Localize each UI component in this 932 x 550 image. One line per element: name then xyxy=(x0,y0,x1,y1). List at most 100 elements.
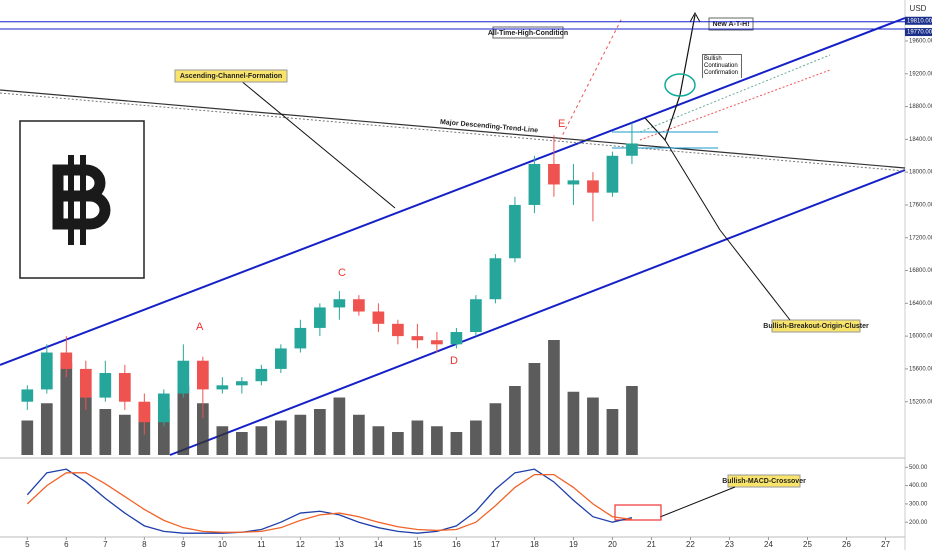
x-tick-label: 9 xyxy=(181,540,186,549)
y-tick-label: 19600.00 xyxy=(909,39,932,45)
channel-lower xyxy=(169,169,906,456)
volume-bar xyxy=(567,391,580,455)
candle-body xyxy=(489,258,502,300)
x-tick-label: 12 xyxy=(296,540,305,549)
volume-bar xyxy=(118,414,131,455)
bitcoin-logo xyxy=(68,155,74,245)
y-tick-label: 500.00 xyxy=(909,465,928,471)
volume-bar xyxy=(157,409,170,455)
volume-bar xyxy=(431,426,443,455)
volume-bar xyxy=(509,386,521,455)
annotation: Bullish Continuation Confirmation xyxy=(702,54,742,78)
volume-bar xyxy=(79,397,92,455)
candle-body xyxy=(236,381,248,386)
candle-body xyxy=(21,389,34,402)
volume-bar xyxy=(21,420,34,455)
volume-bar xyxy=(392,432,404,455)
x-tick-label: 20 xyxy=(608,540,617,549)
volume-bar xyxy=(99,409,112,455)
volume-bar xyxy=(333,397,346,455)
annotation: All-Time-High-Condition xyxy=(488,30,568,37)
candle-body xyxy=(528,163,541,205)
candle-body xyxy=(411,336,424,341)
wave-label: E xyxy=(558,118,565,130)
candle-body xyxy=(606,155,619,193)
y-tick-label: 18800.00 xyxy=(909,104,932,110)
annotation: New A-T-H! xyxy=(712,21,749,28)
y-tick-label: 16400.00 xyxy=(909,301,932,307)
candle-body xyxy=(392,323,404,337)
y-tick-label: 18000.00 xyxy=(909,170,932,176)
callout-box xyxy=(771,319,861,333)
volume-bar xyxy=(275,420,287,455)
price-badge xyxy=(905,28,932,37)
bitcoin-logo xyxy=(52,164,111,230)
volume-bar xyxy=(548,340,560,455)
y-tick-label: 200.00 xyxy=(909,520,928,526)
highlight-ellipse xyxy=(664,73,696,97)
x-tick-label: 21 xyxy=(647,540,656,549)
x-tick-label: 19 xyxy=(569,540,578,549)
volume-bar xyxy=(60,363,73,455)
x-tick-label: 15 xyxy=(413,540,422,549)
price-label: 19770.00 xyxy=(907,30,932,36)
x-tick-label: 14 xyxy=(374,540,383,549)
x-tick-label: 23 xyxy=(725,540,734,549)
y-tick-label: 18400.00 xyxy=(909,137,932,143)
wave-label: C xyxy=(338,267,346,279)
candle-body xyxy=(294,327,307,349)
x-tick-label: 8 xyxy=(142,540,147,549)
volume-bar xyxy=(216,426,229,455)
macd-line xyxy=(26,472,633,533)
annotation: Ascending-Channel-Formation xyxy=(180,73,282,80)
x-tick-label: 18 xyxy=(530,540,539,549)
candle-body xyxy=(509,204,521,259)
candle-body xyxy=(314,307,326,328)
descending-trend-line-dotted xyxy=(0,92,906,172)
x-tick-label: 26 xyxy=(842,540,851,549)
candle-body xyxy=(372,311,385,324)
descending-trend-line xyxy=(0,89,906,169)
volume-bar xyxy=(196,403,209,455)
candle-body xyxy=(79,368,92,398)
volume-bar xyxy=(177,386,190,455)
candle-body xyxy=(138,401,151,423)
projection xyxy=(559,17,623,141)
volume-bar xyxy=(40,403,53,455)
candle-body xyxy=(431,340,443,345)
volume-bar xyxy=(626,386,638,455)
candle-body xyxy=(157,393,170,423)
x-tick-label: 16 xyxy=(452,540,461,549)
x-tick-label: 11 xyxy=(257,540,266,549)
candle-body xyxy=(275,348,287,369)
callout-line xyxy=(659,486,736,518)
y-tick-label: 400.00 xyxy=(909,483,928,489)
price-badge xyxy=(905,16,932,25)
y-tick-label: 16800.00 xyxy=(909,268,932,274)
volume-bar xyxy=(528,363,541,455)
currency-label: USD xyxy=(910,4,927,13)
y-tick-label: 15600.00 xyxy=(909,366,932,372)
candle-body xyxy=(548,163,560,185)
callout-line xyxy=(239,79,396,209)
candle-body xyxy=(333,299,346,308)
volume-bar xyxy=(470,420,482,455)
projection-arrow xyxy=(644,14,696,142)
callout-line xyxy=(719,229,791,321)
candle-body xyxy=(118,373,131,402)
x-tick-label: 7 xyxy=(103,540,108,549)
callout-box xyxy=(708,17,754,31)
candle-body xyxy=(177,360,190,394)
volume-bar xyxy=(314,409,326,455)
callout-box xyxy=(492,26,564,39)
x-tick-label: 10 xyxy=(218,540,227,549)
y-tick-label: 16000.00 xyxy=(909,334,932,340)
candle-body xyxy=(216,385,229,390)
callout-box xyxy=(174,69,288,83)
bitcoin-logo xyxy=(80,155,86,245)
x-tick-label: 22 xyxy=(686,540,695,549)
x-tick-label: 5 xyxy=(25,540,30,549)
volume-bar xyxy=(372,426,385,455)
volume-bar xyxy=(294,414,307,455)
annotation: Bullish-Breakout-Origin-Cluster xyxy=(763,323,869,330)
